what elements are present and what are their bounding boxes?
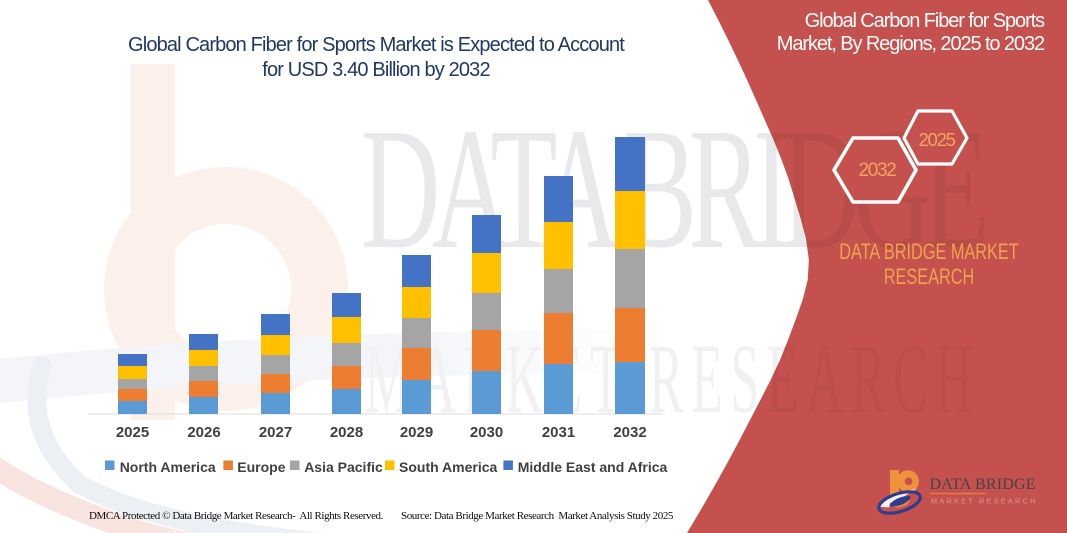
svg-text:MARKET RESEARCH: MARKET RESEARCH xyxy=(931,497,1038,506)
svg-text:DATA BRIDGE: DATA BRIDGE xyxy=(930,476,1036,493)
